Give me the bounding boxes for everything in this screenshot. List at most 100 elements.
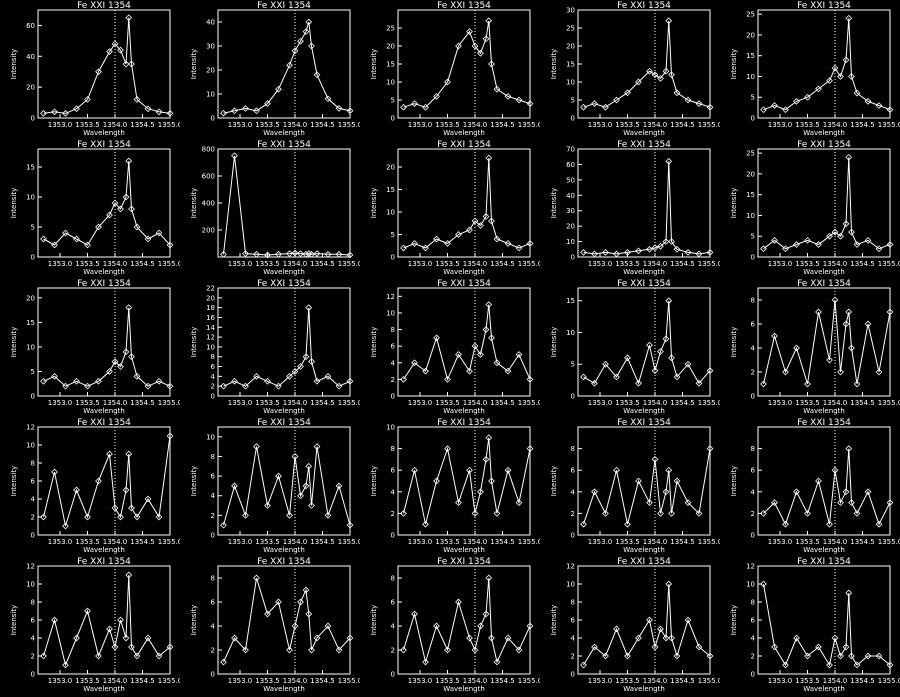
data-point: [297, 250, 304, 257]
data-point: [400, 103, 407, 111]
x-axis-label: Wavelength: [83, 268, 125, 276]
x-tick-label: 1353.0: [588, 121, 613, 129]
data-point: [155, 652, 163, 660]
panel-title: Fe XXI 1354: [797, 418, 851, 428]
x-tick-label: 1353.5: [795, 538, 820, 546]
x-tick-label: 1353.0: [588, 677, 613, 685]
x-tick-label: 1355.0: [698, 538, 720, 546]
x-tick-label: 1355.0: [338, 399, 360, 407]
data-point: [346, 377, 354, 385]
data-point: [264, 377, 271, 385]
x-tick-label: 1354.0: [283, 121, 308, 129]
data-point: [73, 377, 80, 385]
x-tick-label: 1355.0: [158, 677, 180, 685]
y-tick-label: 10: [566, 581, 575, 589]
data-point: [335, 105, 343, 112]
data-point: [771, 499, 778, 506]
x-tick-label: 1353.0: [768, 121, 793, 129]
data-point: [668, 238, 675, 245]
data-point: [166, 110, 174, 117]
y-tick-label: 4: [211, 492, 216, 500]
data-point: [73, 235, 80, 243]
y-tick-label: 0: [391, 393, 395, 401]
x-axis-label: Wavelength: [803, 268, 845, 276]
y-tick-label: 8: [751, 599, 755, 607]
data-point: [411, 466, 418, 474]
data-point: [84, 96, 91, 103]
data-point: [482, 326, 490, 333]
x-tick-label: 1353.5: [75, 260, 100, 268]
data-point: [526, 445, 534, 452]
y-tick-label: 0: [571, 393, 575, 401]
y-tick-label: 10: [746, 581, 755, 589]
panel-title: Fe XXI 1354: [797, 279, 851, 289]
data-point: [845, 589, 853, 597]
y-axis-label: Intensity: [730, 188, 738, 218]
y-tick-label: 16: [206, 314, 215, 322]
x-tick-label: 1353.5: [435, 677, 460, 685]
spectrum-line: [583, 583, 710, 666]
data-point: [815, 308, 822, 316]
y-axis-label: Intensity: [190, 188, 198, 218]
spectrum-panel: Fe XXI 1354 1353.0 1353.5 1354.0 1354.5 1355.…: [0, 556, 180, 695]
data-point: [624, 520, 631, 528]
spectrum-line: [403, 437, 530, 525]
data-point: [422, 367, 429, 375]
spectrum-panel: Fe XXI 1354 1353.0 1353.5 1354.0 1354.5 1355.…: [540, 556, 720, 695]
y-tick-label: 10: [206, 433, 215, 441]
data-point: [842, 56, 850, 64]
spectrum-line: [583, 20, 710, 108]
spectrum-line: [583, 448, 710, 525]
data-point: [231, 377, 238, 385]
data-point: [466, 28, 473, 35]
y-tick-label: 8: [211, 453, 215, 461]
y-axis-label: Intensity: [730, 605, 738, 635]
x-tick-label: 1353.5: [255, 121, 280, 129]
y-tick-label: 15: [26, 319, 35, 327]
y-tick-label: 4: [571, 488, 576, 496]
data-point: [231, 152, 238, 160]
x-axis-label: Wavelength: [263, 407, 305, 415]
spectrum-panel: Fe XXI 1354 1353.0 1353.5 1354.0 1354.5 1355.…: [720, 0, 900, 139]
spectrum-line: [763, 299, 890, 385]
y-tick-label: 10: [206, 343, 215, 351]
y-tick-label: 0: [751, 254, 755, 262]
panel-title: Fe XXI 1354: [257, 1, 311, 11]
y-tick-label: 0: [571, 254, 575, 262]
x-tick-label: 1353.0: [408, 399, 433, 407]
data-point: [875, 520, 883, 528]
y-axis-label: Intensity: [190, 466, 198, 496]
y-tick-label: 6: [391, 599, 396, 607]
spectrum-plot: Fe XXI 1354 1353.0 1353.5 1354.0 1354.5 1355.…: [190, 140, 360, 276]
data-point: [515, 96, 523, 104]
data-point: [335, 250, 343, 258]
x-axis-label: Wavelength: [443, 685, 485, 693]
spectrum-panel: Fe XXI 1354 1353.0 1353.5 1354.0 1354.5 1355.…: [360, 139, 540, 278]
y-axis-label: Intensity: [10, 49, 18, 79]
panel-title: Fe XXI 1354: [257, 279, 311, 289]
data-point: [845, 308, 853, 316]
panel-title: Fe XXI 1354: [797, 140, 851, 150]
y-tick-label: 0: [391, 671, 395, 679]
data-point: [111, 643, 119, 651]
data-point: [646, 341, 653, 349]
data-point: [455, 499, 462, 506]
data-point: [875, 245, 883, 253]
y-tick-label: 20: [566, 223, 575, 231]
data-point: [815, 85, 822, 93]
y-tick-label: 4: [751, 488, 756, 496]
data-point: [886, 661, 894, 669]
y-tick-label: 5: [751, 233, 755, 241]
data-point: [771, 643, 778, 651]
data-point: [444, 376, 451, 383]
data-point: [125, 14, 133, 22]
data-point: [335, 382, 343, 390]
data-point: [433, 334, 440, 342]
data-point: [635, 634, 642, 642]
spectrum-plot: Fe XXI 1354 1353.0 1353.5 1354.0 1354.5 1355.…: [10, 279, 180, 415]
data-point: [665, 580, 673, 588]
data-point: [125, 571, 133, 579]
y-tick-label: 12: [386, 293, 395, 301]
x-tick-label: 1354.0: [643, 121, 668, 129]
data-point: [133, 652, 141, 660]
